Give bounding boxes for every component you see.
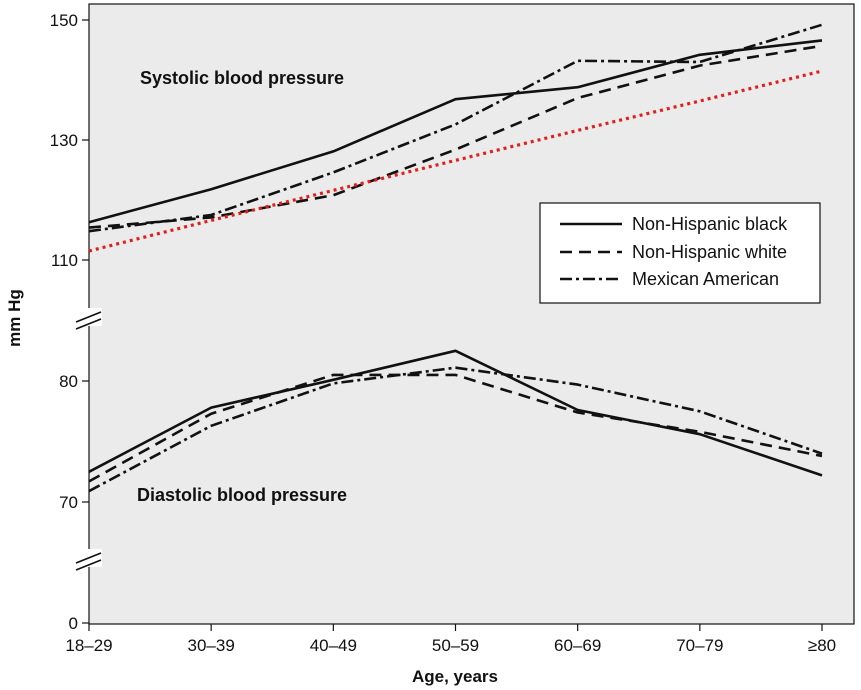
y-tick-label-4: 70 — [59, 493, 78, 512]
annotation-diastolic: Diastolic blood pressure — [137, 485, 347, 505]
axis-break-lower — [75, 549, 102, 571]
x-tick-label-4: 60–69 — [554, 636, 601, 655]
legend-item-white: Non-Hispanic white — [632, 242, 787, 262]
series-line-diastolic-non-hispanic-black — [88, 349, 823, 477]
x-tick-label-3: 50–59 — [432, 636, 479, 655]
series-line-systolic-non-hispanic-black — [88, 39, 823, 224]
series-line-systolic-mexican-american — [88, 23, 823, 233]
y-tick-label-3: 80 — [59, 372, 78, 391]
y-tick-label-1: 130 — [50, 131, 78, 150]
legend-item-black: Non-Hispanic black — [632, 214, 788, 234]
y-tick-label-2: 110 — [51, 251, 78, 270]
x-tick-label-0: 18–29 — [65, 636, 112, 655]
annotation-systolic: Systolic blood pressure — [140, 68, 344, 88]
y-axis-ticks: 150 130 110 80 70 0 — [50, 11, 89, 633]
legend-item-mexican: Mexican American — [632, 269, 779, 289]
series-line-systolic-non-hispanic-white — [88, 44, 823, 229]
y-tick-label-0: 150 — [50, 11, 78, 30]
x-axis-label: Age, years — [412, 667, 498, 686]
x-tick-label-6: ≥80 — [808, 636, 836, 655]
x-tick-label-2: 40–49 — [310, 636, 357, 655]
legend: Non-Hispanic black Non-Hispanic white Me… — [539, 202, 821, 304]
y-tick-label-5: 0 — [69, 614, 78, 633]
series-line-diastolic-non-hispanic-white — [88, 373, 823, 483]
x-tick-label-5: 70–79 — [676, 636, 723, 655]
axis-break-upper — [75, 308, 102, 330]
plot-area — [88, 3, 855, 625]
series-line-diastolic-mexican-american — [88, 366, 823, 493]
x-axis-ticks: 18–29 30–39 40–49 50–59 60–69 70–79 ≥80 — [65, 624, 836, 655]
series-lines — [88, 23, 823, 493]
x-tick-label-1: 30–39 — [188, 636, 235, 655]
y-axis-label: mm Hg — [5, 289, 24, 347]
